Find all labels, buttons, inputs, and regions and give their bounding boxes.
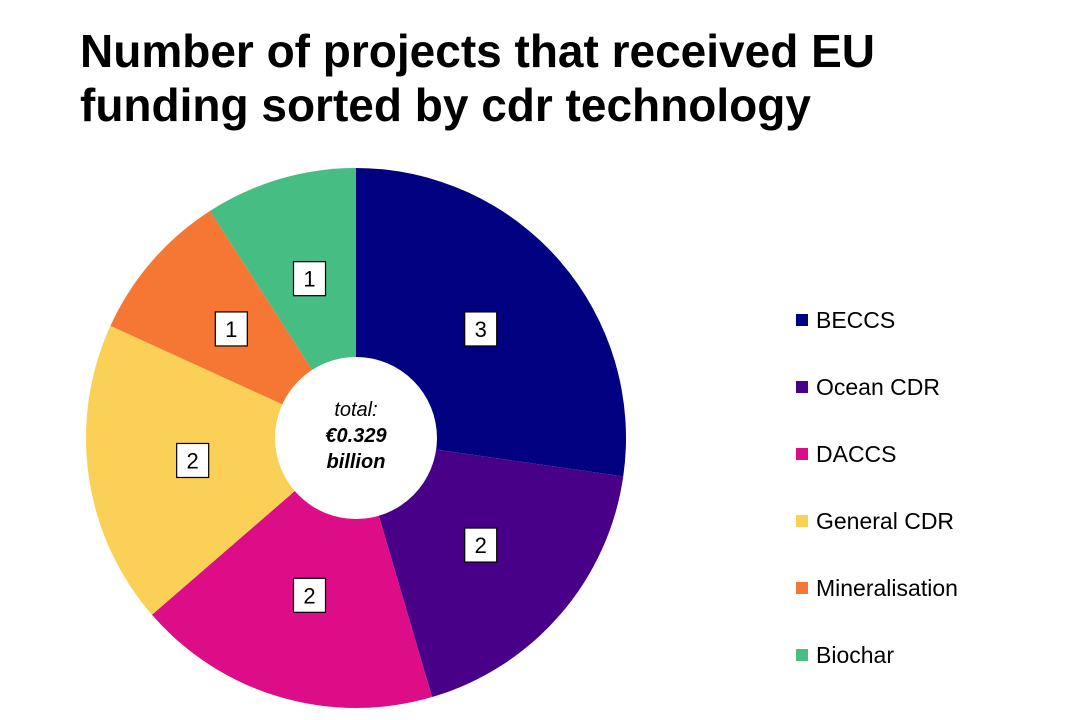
legend-item-daccs: DACCS xyxy=(796,420,958,487)
legend-item-beccs: BECCS xyxy=(796,286,958,353)
center-label-prefix: total: xyxy=(334,399,377,421)
slice-label-mineralisation: 1 xyxy=(214,311,248,347)
slice-value-label: 2 xyxy=(475,533,487,558)
slice-value-label: 1 xyxy=(225,317,237,342)
legend-label: Biochar xyxy=(816,641,894,668)
slice-label-box xyxy=(292,577,327,613)
slice-label-box xyxy=(464,311,498,347)
slice-label-beccs: 3 xyxy=(464,311,498,347)
slice-label-box xyxy=(292,261,327,297)
legend-item-ocean-cdr: Ocean CDR xyxy=(796,353,958,420)
legend-label: Ocean CDR xyxy=(816,373,940,400)
pie-slice-ocean-cdr xyxy=(356,438,624,698)
slice-label-box xyxy=(176,442,210,479)
center-label-unit: billion xyxy=(327,451,386,473)
legend-label: Mineralisation xyxy=(816,574,958,601)
legend-swatch xyxy=(796,648,808,661)
legend-swatch xyxy=(796,447,808,460)
legend-swatch xyxy=(796,313,808,326)
legend-item-biochar: Biochar xyxy=(796,621,958,688)
legend-item-mineralisation: Mineralisation xyxy=(796,554,958,621)
slice-label-biochar: 1 xyxy=(292,261,327,297)
legend-label: BECCS xyxy=(816,306,896,333)
center-hole xyxy=(275,357,437,519)
center-label-value: €0.329 xyxy=(325,425,387,447)
slice-label-general-cdr: 2 xyxy=(176,442,210,479)
legend-swatch xyxy=(796,514,808,527)
slice-value-label: 2 xyxy=(303,583,315,608)
pie-slice-labels: 3 2 2 2 1 1 xyxy=(176,261,498,613)
slice-label-ocean-cdr: 2 xyxy=(464,527,498,563)
legend-swatch xyxy=(796,581,808,594)
slice-label-daccs: 2 xyxy=(292,577,327,613)
legend: BECCS Ocean CDR DACCS General CDR Mineralisa… xyxy=(796,286,958,688)
slice-value-label: 1 xyxy=(303,267,315,292)
pie-center: total: €0.329 billion xyxy=(275,357,437,519)
legend-label: General CDR xyxy=(816,507,955,534)
slice-value-label: 2 xyxy=(187,448,199,473)
slice-label-box xyxy=(214,311,248,347)
slice-value-label: 3 xyxy=(475,317,487,342)
chart-title: Number of projects that received EU fund… xyxy=(80,24,1040,132)
legend-item-general-cdr: General CDR xyxy=(796,487,958,554)
pie-slice-general-cdr xyxy=(86,325,356,615)
chart-title-line-1: Number of projects that received EU xyxy=(80,25,875,77)
legend-label: DACCS xyxy=(816,440,897,467)
chart-title-line-2: funding sorted by cdr technology xyxy=(80,79,811,131)
legend-swatch xyxy=(796,380,808,393)
slice-label-box xyxy=(464,527,498,563)
